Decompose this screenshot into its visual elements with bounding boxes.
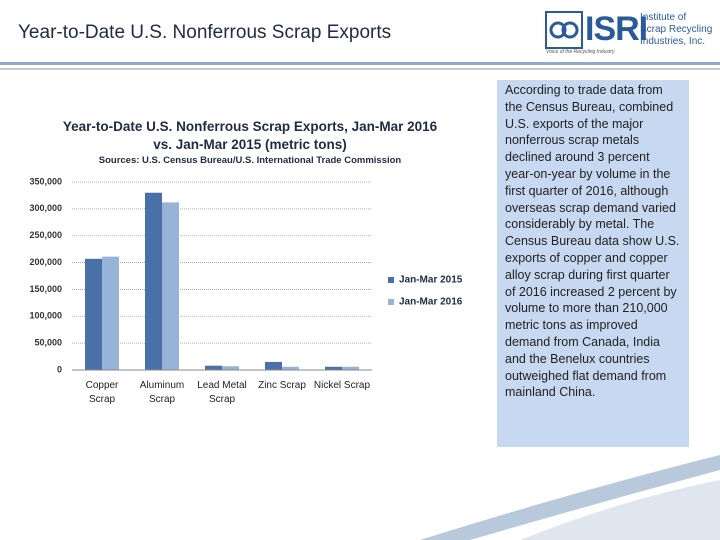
bar (85, 258, 102, 370)
slide-title: Year-to-Date U.S. Nonferrous Scrap Expor… (18, 22, 392, 43)
y-tick-label: 200,000 (29, 257, 62, 267)
logo-mark (561, 21, 579, 39)
legend-label: Jan-Mar 2015 (399, 275, 463, 286)
x-tick-label: Aluminum Scrap (139, 380, 185, 405)
y-tick-label: 250,000 (29, 230, 62, 240)
legend-swatch (388, 277, 394, 283)
swoosh (520, 480, 720, 540)
logo-name-line: Industries, Inc. (640, 36, 706, 47)
legend-swatch (388, 299, 394, 305)
y-tick-label: 50,000 (34, 338, 62, 348)
bar (342, 366, 359, 370)
bar (145, 192, 162, 370)
chart-subtitle: Sources: U.S. Census Bureau/U.S. Interna… (98, 155, 402, 166)
logo-name-line: Scrap Recycling (640, 24, 713, 35)
bar (162, 202, 179, 370)
bar (282, 366, 299, 370)
x-tick-label: Lead Metal Scrap (197, 380, 247, 405)
legend-label: Jan-Mar 2016 (399, 297, 463, 308)
y-tick-label: 300,000 (29, 203, 62, 213)
x-tick-label: Zinc Scrap (258, 380, 306, 391)
bar (222, 366, 239, 370)
logo-tagline: Voice of the Recycling Industry (546, 49, 615, 55)
bar (265, 361, 282, 370)
x-tick-label: Nickel Scrap (313, 380, 371, 391)
header-rule (0, 68, 720, 70)
logo-name-line: Institute of (640, 12, 687, 23)
chart: 0 50,000 100,000 150,000 200,000 250,000 300,0… (29, 176, 463, 374)
header-rule (0, 62, 720, 65)
logo-name: Institute of Scrap Recycling Industries,… (640, 12, 712, 48)
logo-acronym: ISRI (585, 10, 648, 48)
y-tick-label: 100,000 (29, 311, 62, 321)
swoosh (420, 455, 720, 540)
bar (205, 365, 222, 370)
bar (102, 256, 119, 370)
body-text: According to trade data from the Census … (497, 80, 689, 447)
bar (325, 366, 342, 370)
chart-title: Year-to-Date U.S. Nonferrous Scrap Expor… (62, 119, 438, 152)
y-tick-label: 150,000 (29, 284, 62, 294)
y-tick-label: 0 (57, 364, 62, 374)
x-tick-label: Copper Scrap (85, 380, 119, 405)
y-tick-label: 350,000 (29, 176, 62, 186)
logo-mark (549, 21, 567, 39)
